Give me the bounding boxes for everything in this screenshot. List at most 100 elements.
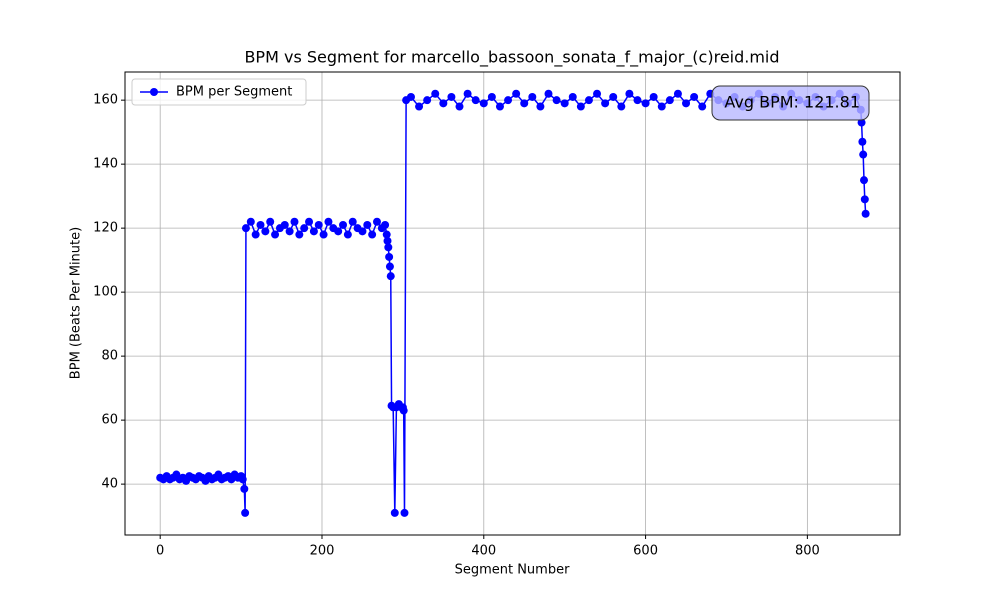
data-point: [309, 227, 318, 236]
data-point: [339, 220, 348, 229]
data-point: [495, 102, 504, 111]
data-point: [471, 96, 480, 105]
annotation: Avg BPM: 121.81: [724, 93, 860, 112]
data-point: [314, 220, 323, 229]
data-point: [343, 230, 352, 239]
grid: [125, 72, 900, 535]
data-point: [860, 195, 869, 204]
data-point: [857, 118, 866, 127]
data-point: [400, 508, 409, 517]
x-tick-label: 600: [633, 544, 658, 559]
data-point: [439, 99, 448, 108]
ticks: 0 200 400 600 800 40 60 80 100 120 140 160: [93, 93, 820, 559]
data-point: [240, 484, 249, 493]
x-tick-label: 800: [795, 544, 820, 559]
data-point: [641, 99, 650, 108]
data-point: [381, 220, 390, 229]
data-point: [384, 243, 393, 252]
data-point: [300, 224, 309, 233]
data-point: [348, 217, 357, 226]
data-point: [368, 230, 377, 239]
data-point: [609, 92, 618, 101]
data-point: [251, 230, 260, 239]
data-point: [406, 92, 415, 101]
data-point: [246, 217, 255, 226]
data-point: [487, 92, 496, 101]
data-point: [625, 89, 634, 98]
y-axis-label: BPM (Beats Per Minute): [69, 227, 84, 379]
data-point: [528, 92, 537, 101]
data-point: [324, 217, 333, 226]
y-tick-label: 100: [93, 285, 118, 300]
x-tick-label: 400: [471, 544, 496, 559]
data-point: [859, 150, 868, 159]
data-point: [305, 217, 314, 226]
y-tick-label: 140: [93, 157, 118, 172]
data-point: [682, 99, 691, 108]
data-point: [633, 96, 642, 105]
data-point: [665, 96, 674, 105]
data-point: [455, 102, 464, 111]
y-tick-label: 40: [101, 477, 118, 492]
data-point: [657, 102, 666, 111]
data-point: [512, 89, 521, 98]
data-point: [295, 230, 304, 239]
data-point: [649, 92, 658, 101]
data-point: [690, 92, 699, 101]
data-point: [290, 217, 299, 226]
data-point: [390, 508, 399, 517]
y-tick-label: 60: [101, 413, 118, 428]
legend-label: BPM per Segment: [176, 85, 292, 100]
data-point: [423, 96, 432, 105]
data-point: [536, 102, 545, 111]
data-point: [463, 89, 472, 98]
data-point: [447, 92, 456, 101]
data-point: [560, 99, 569, 108]
data-point: [334, 227, 343, 236]
data-point: [593, 89, 602, 98]
legend: BPM per Segment: [131, 78, 307, 106]
y-tick-label: 120: [93, 221, 118, 236]
y-tick-label: 160: [93, 93, 118, 108]
data-point: [261, 227, 270, 236]
data-point: [385, 252, 394, 261]
data-point: [568, 92, 577, 101]
data-point: [386, 272, 395, 281]
data-point: [399, 406, 408, 415]
data-point: [520, 99, 529, 108]
data-point: [858, 137, 867, 146]
data-point: [266, 217, 275, 226]
data-point: [241, 508, 250, 517]
data-point: [544, 89, 553, 98]
data-point: [271, 230, 280, 239]
data-point: [358, 227, 367, 236]
legend-box: [131, 78, 307, 106]
data-point: [861, 209, 870, 218]
data-point: [415, 102, 424, 111]
chart-title: BPM vs Segment for marcello_bassoon_sona…: [244, 48, 779, 68]
data-point: [385, 262, 394, 271]
legend-marker: [150, 88, 158, 96]
data-point: [431, 89, 440, 98]
data-point: [285, 227, 294, 236]
data-point: [383, 236, 392, 245]
data-point: [576, 102, 585, 111]
data-point: [241, 224, 250, 233]
data-point: [601, 99, 610, 108]
data-point: [552, 96, 561, 105]
x-axis-label: Segment Number: [455, 563, 571, 578]
data-point: [256, 220, 265, 229]
axes-frame: [124, 71, 901, 536]
data-point: [382, 230, 391, 239]
x-tick-label: 200: [310, 544, 335, 559]
data-point: [319, 230, 328, 239]
data-point: [280, 220, 289, 229]
x-tick-label: 0: [156, 544, 164, 559]
data-point: [238, 475, 247, 484]
y-tick-label: 80: [101, 349, 118, 364]
annotation-box: [711, 85, 870, 121]
data-point: [860, 176, 869, 185]
data-point: [372, 217, 381, 226]
data-point: [698, 102, 707, 111]
